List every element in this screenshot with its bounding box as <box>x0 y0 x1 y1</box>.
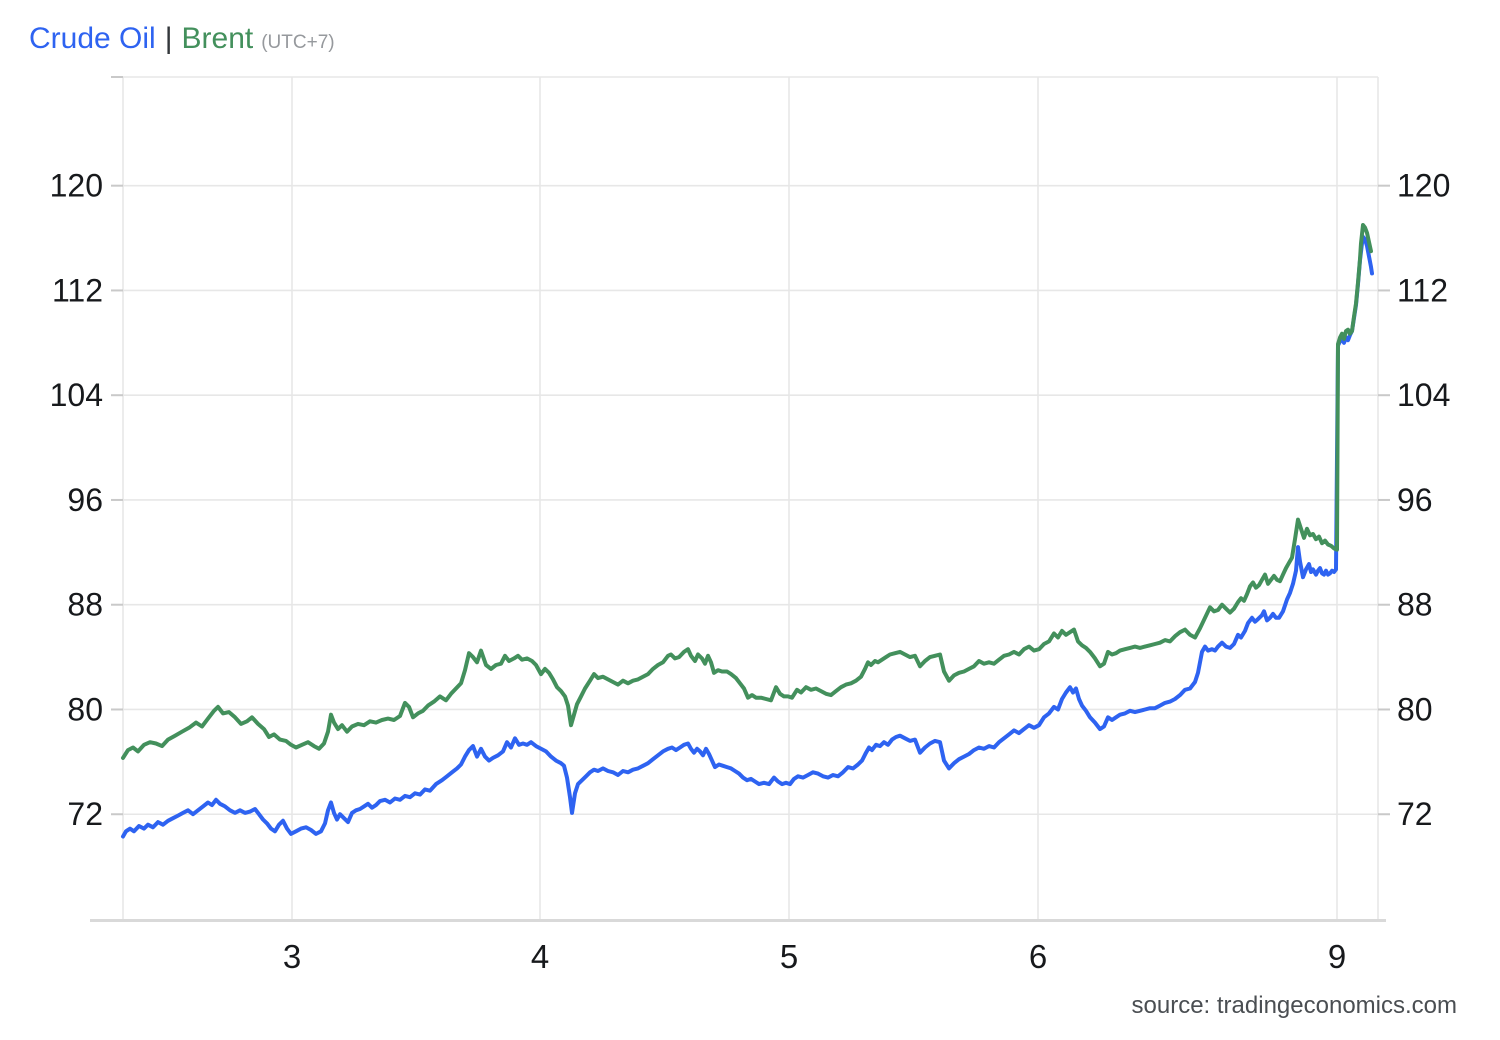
y-axis-label-left: 72 <box>67 796 103 832</box>
series-line-crude_oil <box>121 234 1374 839</box>
title-brent: Brent <box>181 22 254 55</box>
y-axis-label-right: 88 <box>1397 587 1433 623</box>
series-line-brent <box>121 223 1373 760</box>
x-axis-label: 4 <box>531 938 549 975</box>
source-attribution: source: tradingeconomics.com <box>1131 992 1457 1019</box>
y-axis-label-left: 88 <box>67 587 103 623</box>
y-axis-label-left: 104 <box>50 377 103 413</box>
title-timezone: (UTC+7) <box>261 32 335 53</box>
chart-title: Crude Oil | Brent (UTC+7) <box>29 22 335 60</box>
y-axis-label-left: 120 <box>50 168 103 204</box>
y-axis-label-right: 104 <box>1397 377 1450 413</box>
y-axis-label-left: 80 <box>67 691 103 727</box>
x-axis-label: 5 <box>780 938 798 975</box>
x-axis-label: 9 <box>1328 938 1346 975</box>
y-axis-label-right: 96 <box>1397 482 1433 518</box>
y-axis-label-left: 112 <box>52 272 103 308</box>
y-axis-label-right: 120 <box>1397 168 1450 204</box>
title-crude-oil: Crude Oil <box>29 22 156 55</box>
y-axis-label-right: 80 <box>1397 691 1433 727</box>
title-separator: | <box>164 22 173 55</box>
y-axis-label-right: 112 <box>1397 272 1448 308</box>
y-axis-label-right: 72 <box>1397 796 1433 832</box>
x-axis-label: 3 <box>283 938 301 975</box>
y-axis-label-left: 96 <box>67 482 103 518</box>
x-axis-label: 6 <box>1029 938 1047 975</box>
